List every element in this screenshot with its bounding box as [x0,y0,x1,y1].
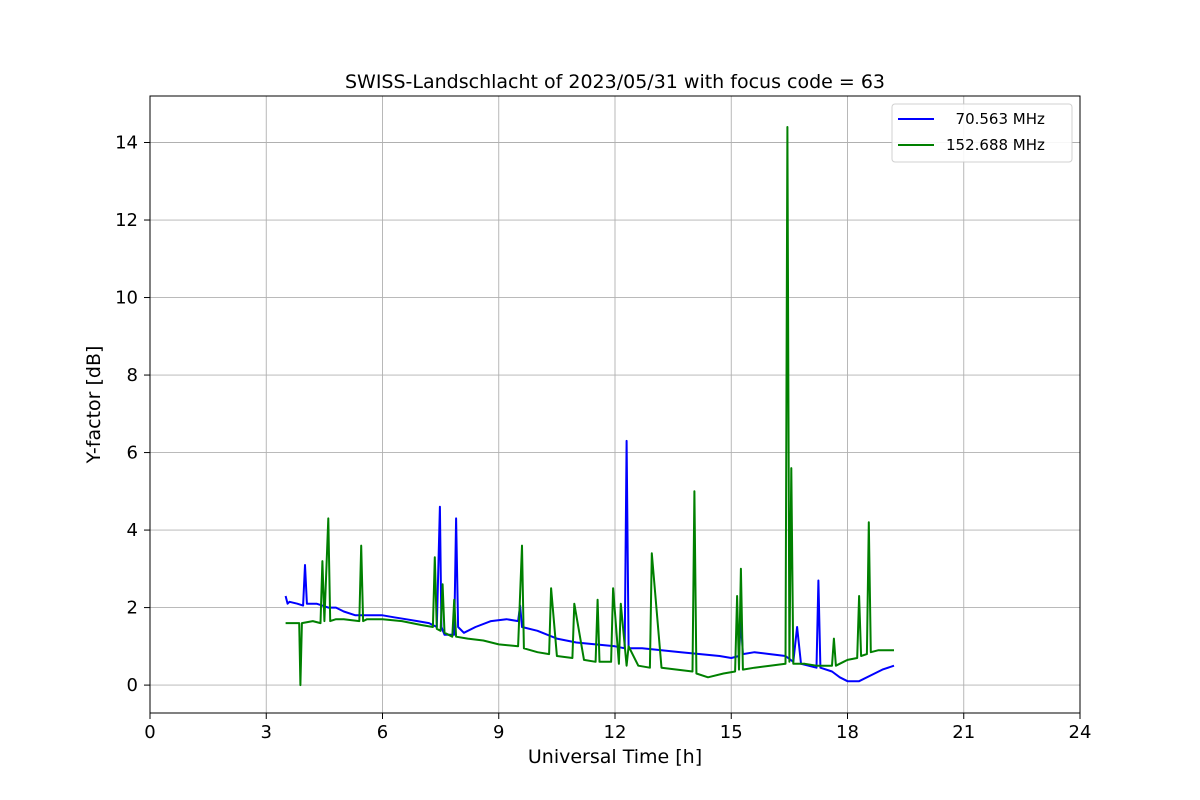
y-tick-label: 12 [115,210,138,231]
x-tick-label: 24 [1069,722,1092,743]
x-tick-label: 9 [493,722,504,743]
series-line-1 [284,439,895,683]
x-tick-label: 6 [377,722,388,743]
series-layer [284,126,895,687]
legend-label-2: 152.688 MHz [946,136,1045,154]
x-axis-label: Universal Time [h] [528,746,702,768]
x-tick-label: 18 [836,722,859,743]
y-tick-label: 0 [127,675,138,696]
x-tick-label: 21 [952,722,975,743]
series-line-2 [285,126,894,687]
x-tick-label: 15 [720,722,743,743]
x-tick-label: 3 [261,722,272,743]
y-tick-label: 8 [127,365,138,386]
x-tick-label: 12 [604,722,627,743]
y-tick-label: 6 [127,443,138,464]
y-tick-label: 2 [127,598,138,619]
chart-title: SWISS-Landschlacht of 2023/05/31 with fo… [345,71,885,93]
y-axis-label: Y-factor [dB] [83,346,105,465]
legend-label-1: 70.563 MHz [946,110,1045,128]
y-tick-label: 14 [115,133,138,154]
y-tick-label: 10 [115,288,138,309]
x-tick-label: 0 [144,722,155,743]
legend-box [891,103,1073,163]
legend: 70.563 MHz 152.688 MHz [891,103,1073,163]
y-tick-label: 4 [127,520,138,541]
